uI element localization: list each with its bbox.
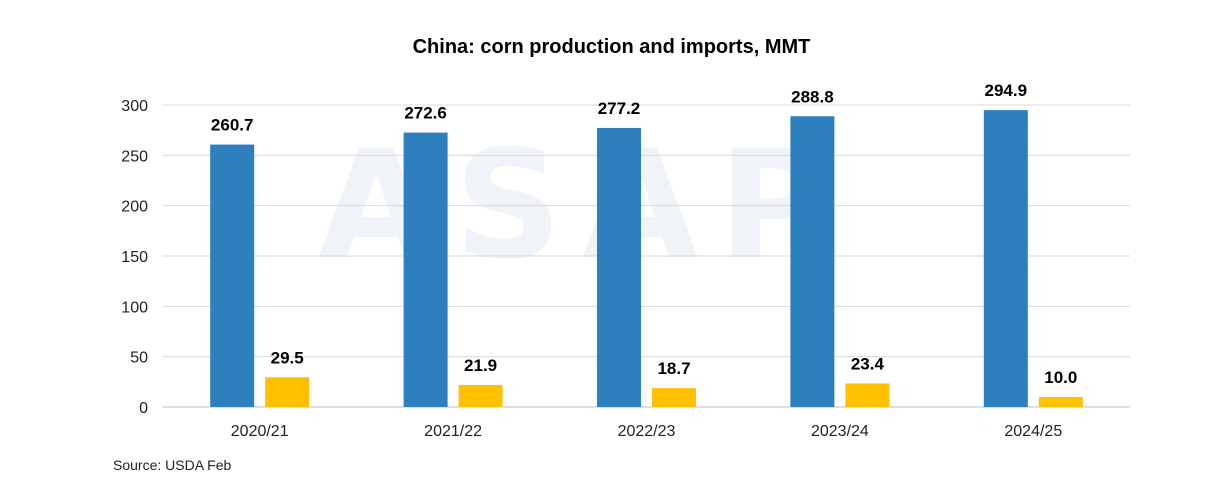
data-label: 10.0	[1044, 368, 1077, 387]
x-tick-label: 2020/21	[231, 423, 289, 440]
y-tick-label: 150	[121, 249, 148, 266]
x-tick-label: 2024/25	[1004, 423, 1062, 440]
y-tick-label: 250	[121, 148, 148, 165]
data-label: 272.6	[404, 104, 447, 123]
bar-production	[210, 144, 255, 407]
y-tick-label: 200	[121, 199, 148, 216]
data-label: 21.9	[464, 356, 497, 375]
data-label: 277.2	[598, 99, 641, 118]
x-tick-label: 2021/22	[424, 423, 482, 440]
bar-production	[983, 110, 1028, 407]
x-tick-label: 2022/23	[618, 423, 676, 440]
y-tick-label: 50	[130, 350, 148, 367]
data-label: 288.8	[791, 87, 834, 106]
y-tick-label: 100	[121, 299, 148, 316]
bar-production	[403, 132, 448, 407]
x-tick-label: 2023/24	[811, 423, 869, 440]
data-label: 260.7	[211, 116, 254, 135]
bar-production	[597, 127, 641, 408]
bar-imports	[458, 384, 503, 407]
bar-imports	[845, 383, 890, 407]
data-label: 18.7	[657, 359, 690, 378]
y-tick-label: 0	[139, 400, 148, 417]
data-label: 23.4	[851, 354, 885, 373]
bar-production	[790, 116, 835, 408]
chart-title: China: corn production and imports, MMT	[412, 36, 811, 58]
source-note: Source: USDA Feb	[113, 457, 232, 473]
bar-imports	[1038, 396, 1083, 407]
data-label: 29.5	[271, 348, 304, 367]
data-label: 294.9	[985, 81, 1028, 100]
bar-imports	[265, 377, 310, 407]
y-tick-label: 300	[121, 98, 148, 115]
bar-imports	[652, 388, 696, 407]
